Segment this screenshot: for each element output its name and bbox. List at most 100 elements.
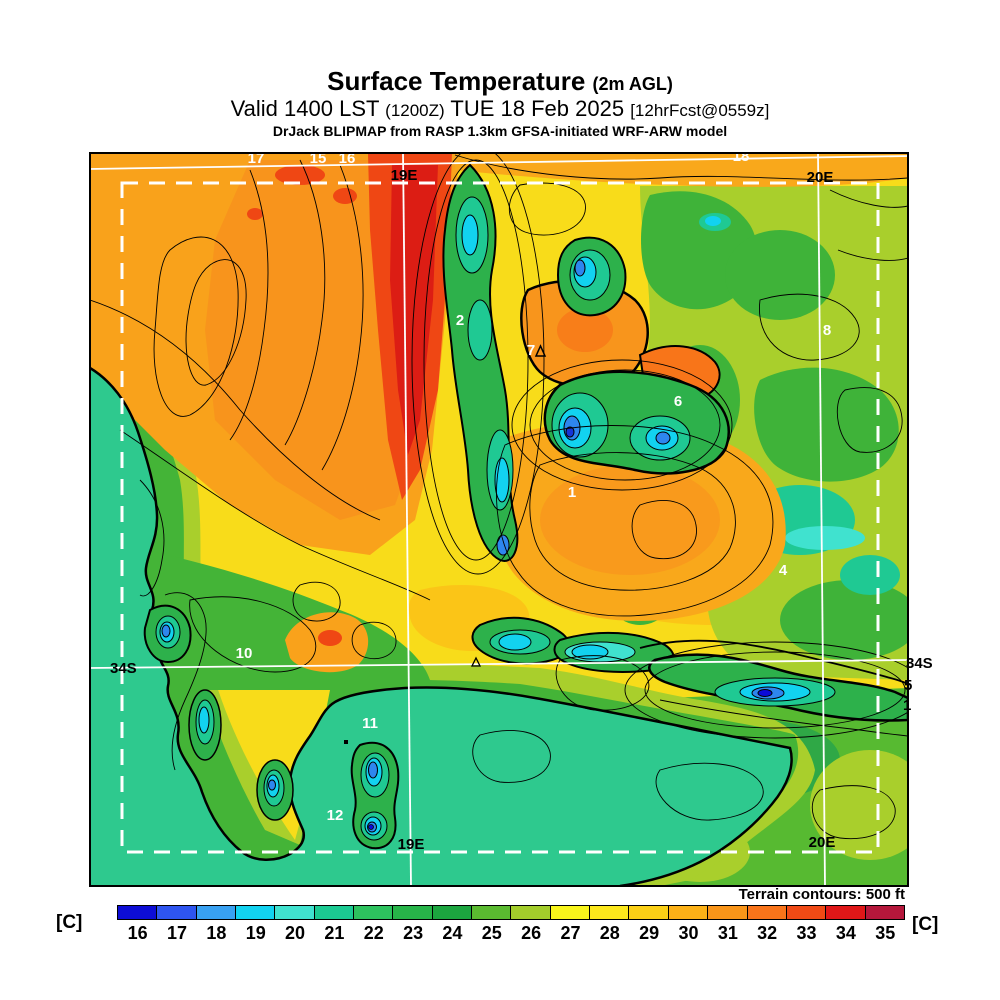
site-label-15: 15: [310, 150, 327, 167]
colorbar-tick-label: 26: [521, 923, 542, 943]
geo-labels: 19E 20E 19E 20E 34S 34S 5 1: [110, 167, 933, 853]
valid-time-line: Valid 1400 LST (1200Z) TUE 18 Feb 2025 […: [0, 96, 1000, 122]
page-title: Surface Temperature (2m AGL): [0, 66, 1000, 97]
map-border: [89, 152, 909, 887]
colorbar-tick-label: 17: [167, 923, 188, 943]
colorbar-tick-label: 27: [560, 923, 581, 943]
colorbar-tick-label: 33: [796, 923, 817, 943]
geo-label-20E: 20E: [807, 169, 834, 186]
valid-zulu: (1200Z): [385, 101, 445, 120]
colorbar-cell-19: 19: [235, 905, 276, 944]
colorbar-cell-34: 34: [825, 905, 866, 944]
colorbar-cell-25: 25: [471, 905, 512, 944]
geo-label-34S: 34S: [906, 655, 933, 672]
colorbar-swatch: [667, 905, 709, 920]
geo-label-20E: 20E: [809, 834, 836, 851]
colorbar-tick-label: 25: [481, 923, 502, 943]
colorbar-tick-label: 19: [245, 923, 266, 943]
geo-label-19E: 19E: [391, 167, 418, 184]
colorbar-cell-24: 24: [431, 905, 473, 944]
colorbar-swatch: [825, 905, 866, 920]
colorbar-swatch: [746, 905, 787, 920]
geo-label-1: 1: [903, 697, 911, 714]
site-label-7: 7: [527, 342, 535, 359]
site-label-8: 8: [823, 322, 831, 339]
colorbar-tick-label: 31: [717, 923, 738, 943]
site-label-6: 6: [674, 393, 682, 410]
site-label-16: 16: [339, 150, 356, 167]
colorbar-swatch: [313, 905, 355, 920]
title-suffix: (2m AGL): [592, 74, 673, 94]
colorbar-swatch: [785, 905, 827, 920]
site-label-4: 4: [779, 562, 788, 579]
site-label-10: 10: [236, 645, 253, 662]
site-label-2: 2: [456, 312, 464, 329]
colorbar-cell-17: 17: [156, 905, 197, 944]
colorbar-unit-left: [C]: [56, 912, 83, 933]
colorbar-cell-18: 18: [195, 905, 237, 944]
valid-date: TUE 18 Feb 2025: [450, 96, 625, 121]
colorbar-swatch: [628, 905, 669, 920]
colorbar-tick-label: 21: [324, 923, 345, 943]
colorbar-tick-label: 20: [285, 923, 306, 943]
colorbar-cell-26: 26: [510, 905, 551, 944]
colorbar-swatch: [589, 905, 630, 920]
colorbar-swatch: [864, 905, 905, 920]
colorbar-tick-label: 23: [403, 923, 424, 943]
colorbar-swatch: [235, 905, 276, 920]
site-triangle-marker: [534, 344, 547, 357]
colorbar: 16 17 18 19 20 21 22 23 24 25 26 27 28 29 30 31 32 33 34 35: [117, 905, 908, 944]
domain-boundary: [120, 181, 880, 854]
colorbar-tick-label: 22: [363, 923, 384, 943]
terrain-contours: [90, 153, 908, 840]
site-label-18: 18: [733, 148, 750, 165]
colorbar-cell-32: 32: [746, 905, 787, 944]
colorbar-cell-23: 23: [392, 905, 433, 944]
colorbar-unit-right: [C]: [912, 914, 939, 935]
colorbar-cell-20: 20: [274, 905, 315, 944]
model-line: DrJack BLIPMAP from RASP 1.3km GFSA-init…: [272, 123, 728, 139]
colorbar-cell-28: 28: [589, 905, 630, 944]
colorbar-cell-27: 27: [549, 905, 591, 944]
colorbar-tick-label: 32: [757, 923, 778, 943]
colorbar-cell-16: 16: [117, 905, 158, 944]
colorbar-tick-label: 16: [127, 923, 148, 943]
colorbar-swatch: [156, 905, 197, 920]
colorbar-cell-30: 30: [667, 905, 709, 944]
colorbar-swatch: [510, 905, 551, 920]
terrain-contours-note: Terrain contours: 500 ft: [738, 886, 905, 903]
colorbar-swatch: [195, 905, 237, 920]
site-label-11: 11: [362, 715, 378, 732]
colorbar-swatch: [431, 905, 473, 920]
valid-prefix: Valid 1400 LST: [230, 96, 380, 121]
sea: [90, 368, 792, 886]
colorbar-swatch: [353, 905, 394, 920]
site-label-12: 12: [327, 807, 344, 824]
valid-fcst: [12hrFcst@0559z]: [630, 101, 770, 120]
colorbar-tick-label: 35: [875, 923, 896, 943]
colorbar-swatch: [274, 905, 315, 920]
coastline: [90, 366, 793, 886]
colorbar-tick-label: 28: [599, 923, 620, 943]
colorbar-tick-label: 29: [639, 923, 660, 943]
graticule: [90, 153, 908, 886]
geo-label-19E: 19E: [398, 836, 425, 853]
colorbar-swatch: [549, 905, 591, 920]
title-main: Surface Temperature: [327, 66, 586, 96]
site-label-17: 17: [248, 150, 265, 167]
colorbar-swatch: [707, 905, 748, 920]
colorbar-tick-label: 18: [206, 923, 227, 943]
colorbar-cell-33: 33: [785, 905, 827, 944]
colorbar-tick-label: 34: [835, 923, 856, 943]
colorbar-swatch: [471, 905, 512, 920]
site-label-1: 1: [568, 484, 576, 501]
colorbar-swatch: [392, 905, 433, 920]
colorbar-tick-label: 24: [442, 923, 463, 943]
geo-label-5: 5: [904, 677, 912, 694]
colorbar-cell-35: 35: [864, 905, 905, 944]
colorbar-cell-29: 29: [628, 905, 669, 944]
colorbar-cell-31: 31: [707, 905, 748, 944]
colorbar-tick-label: 30: [678, 923, 699, 943]
